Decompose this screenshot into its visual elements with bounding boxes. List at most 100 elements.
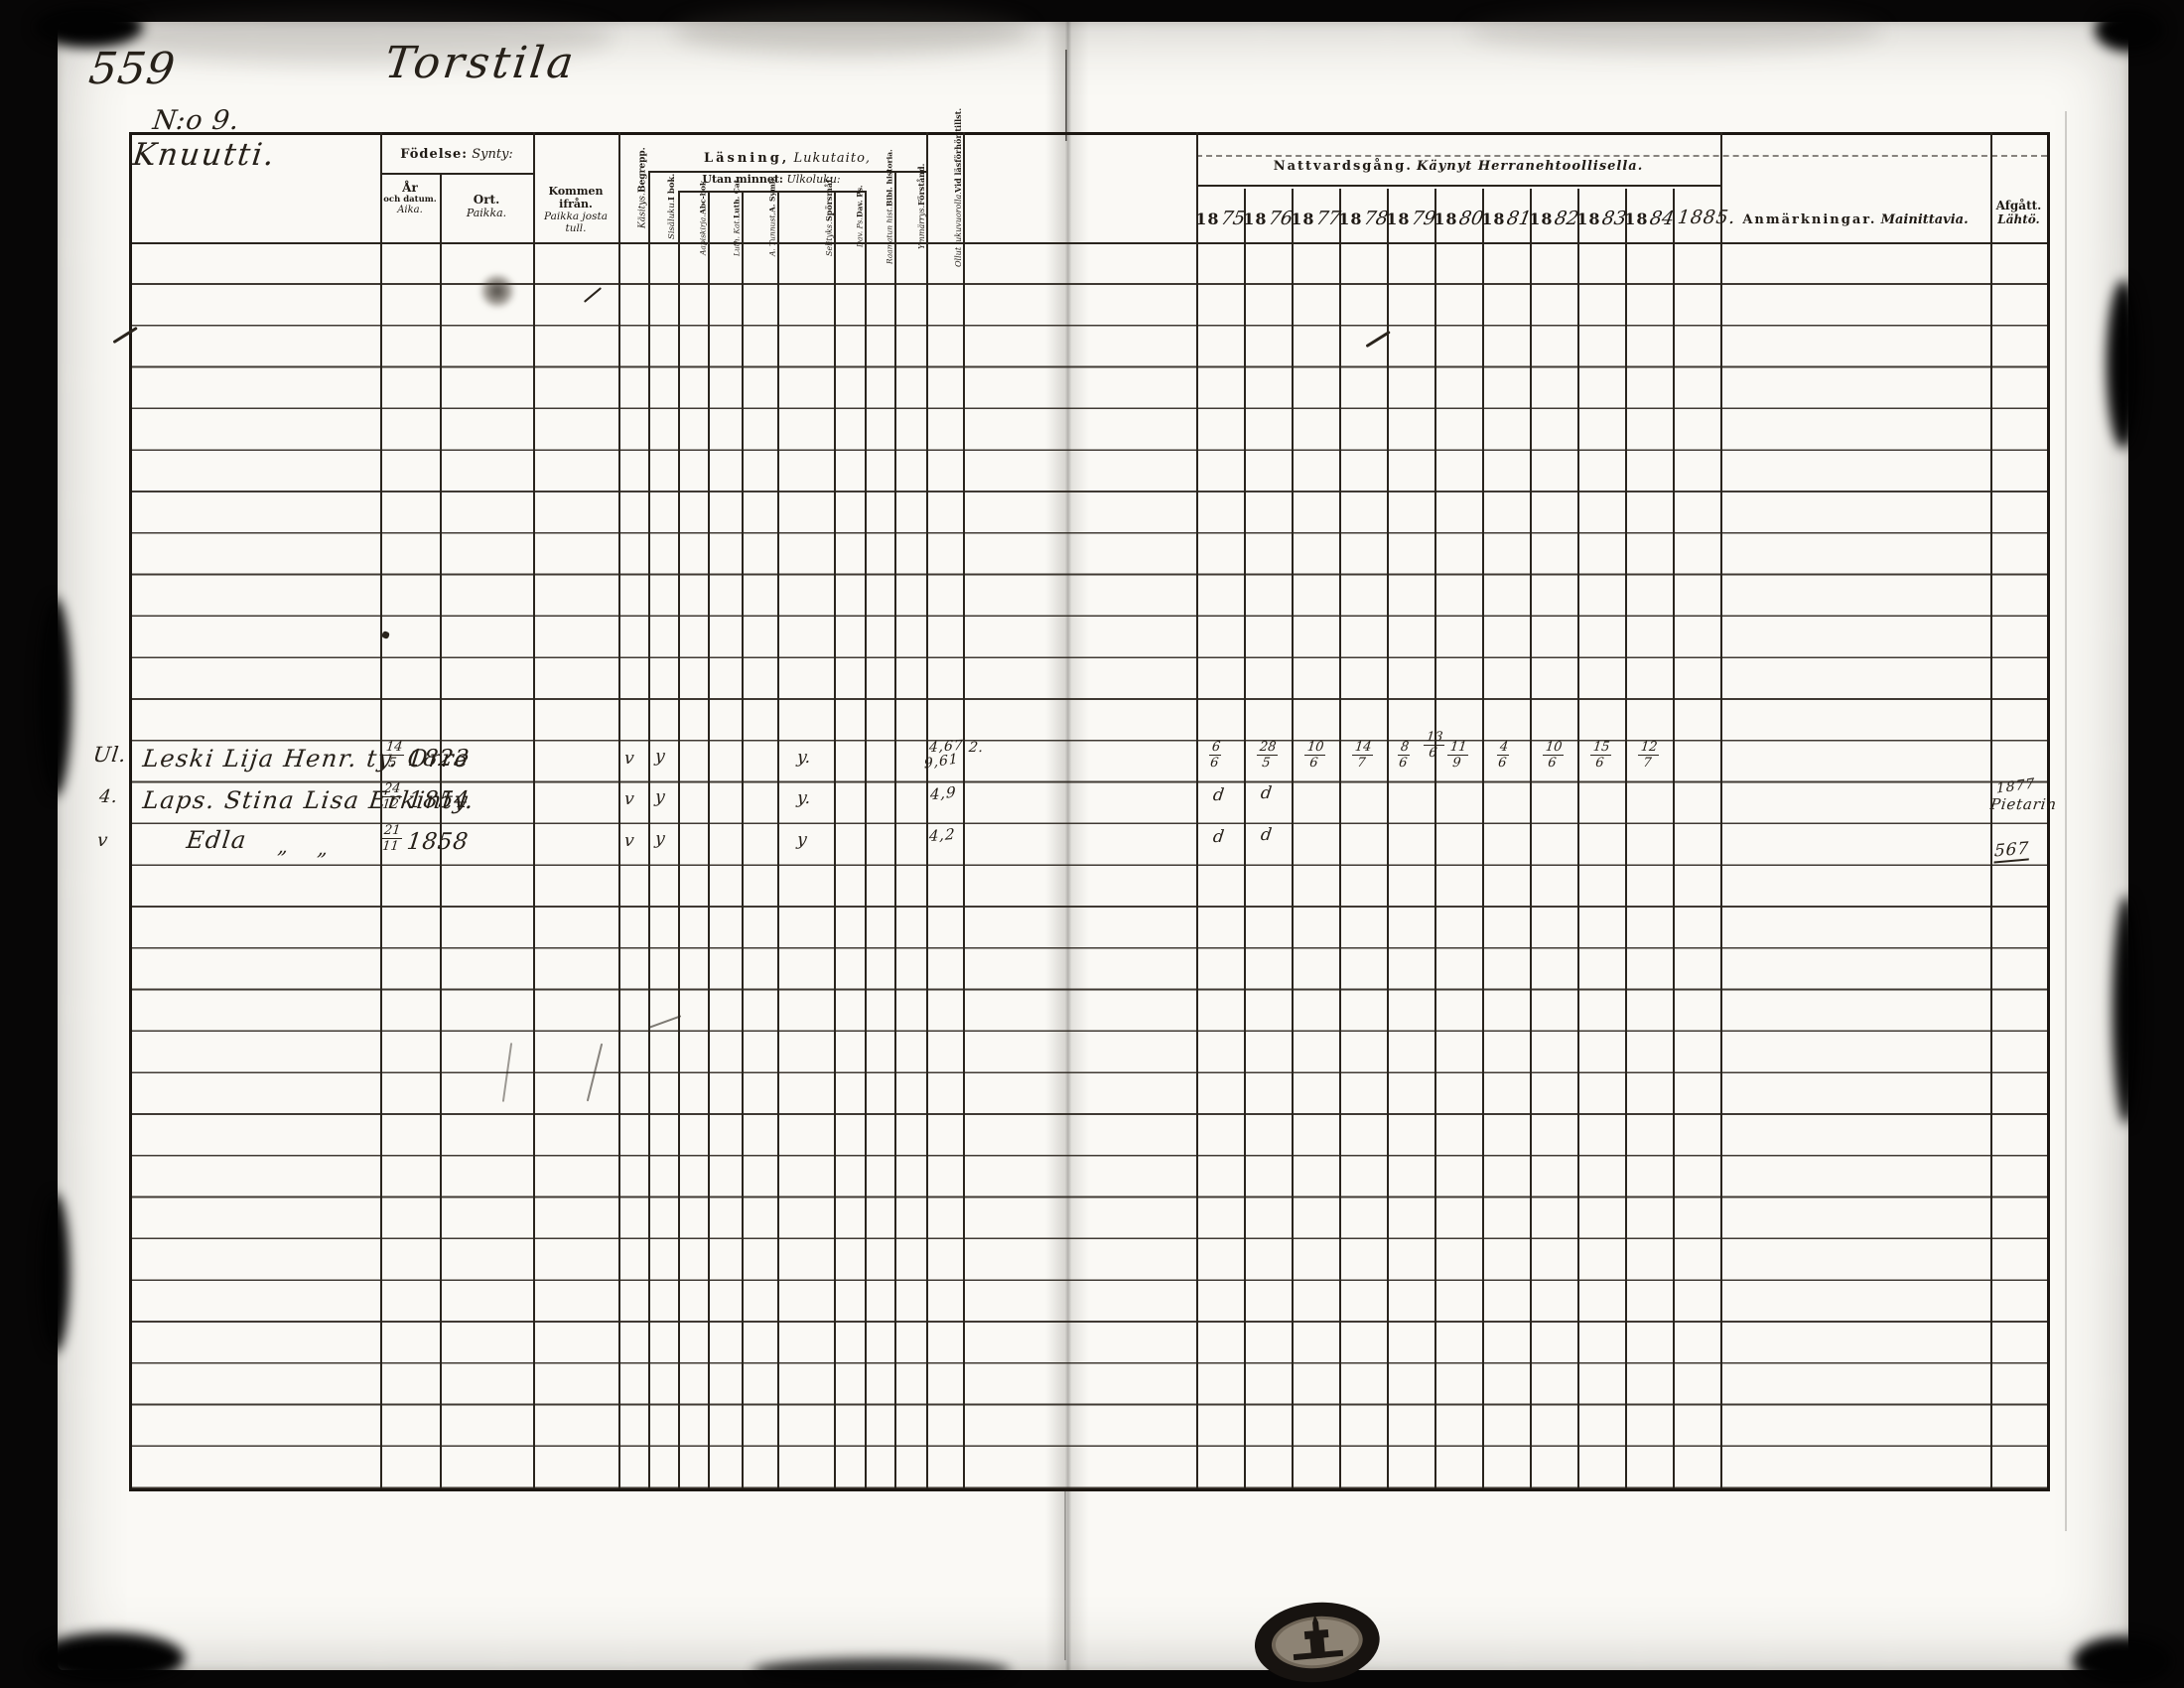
vcol-forstand: Ymmärrys. Förstånd.: [894, 164, 926, 249]
table-left-rule: [129, 132, 132, 1491]
birth-day: 21: [380, 823, 404, 839]
column-rule: [1196, 132, 1198, 1488]
page-fold-line: [1065, 50, 1067, 141]
entry-1-birth-year: 1823: [406, 746, 472, 772]
vcol-bibl-historia-fi: Raamatun hist.: [885, 206, 894, 264]
column-rule: [742, 191, 744, 1488]
entry-3-communion-mark-1875: d: [1211, 827, 1226, 847]
communion-month: 6: [1547, 756, 1558, 771]
birth-date-l3: Aika.: [397, 205, 423, 215]
vcol-i-bok-fi: Sisäluku.: [667, 200, 678, 240]
communion-day: 28: [1256, 740, 1280, 756]
communion-group-rule: [1196, 185, 1720, 187]
vcol-i-bok: Sisäluku. I bok.: [648, 173, 678, 240]
entry-3-name: Edla: [185, 826, 249, 854]
year-header-1880: 18 80: [1433, 201, 1484, 236]
came-from-l1: Kommen ifrån.: [548, 185, 604, 211]
table-bottom-rule: [129, 1488, 2047, 1491]
scan-edge-blob: [2095, 8, 2164, 52]
communion-month: 5: [1261, 756, 1272, 771]
byheart-group-header: Utan minnet: Ulkoluku:: [678, 173, 865, 186]
communion-day: 11: [1446, 740, 1470, 756]
birth-place-sv: Ort.: [473, 193, 500, 207]
year-header-1878: 18 78: [1338, 201, 1389, 236]
communion-month: 6: [1209, 756, 1220, 771]
birth-day: 24: [380, 781, 404, 797]
remarks-label-fi: Mainittavia.: [1880, 212, 1969, 227]
communion-month: 6: [1308, 756, 1319, 771]
entry-1-note: 2.: [968, 740, 985, 756]
birth-date-l2: och datum.: [383, 195, 437, 205]
entry-3-departed-page: 567: [1993, 838, 2030, 864]
vcol-begrepp: Käsitys. Begrepp.: [618, 135, 648, 240]
year-column-rule: [1482, 189, 1484, 1488]
year-header-1881: 18 81: [1481, 201, 1532, 236]
column-rule: [440, 173, 442, 1488]
byheart-group-rule: [678, 191, 865, 193]
entry-1-margin-mark: Ul.: [91, 743, 128, 767]
communion-month: 6: [1428, 746, 1438, 761]
year-column-rule: [1244, 189, 1246, 1488]
entry-2-mark-sporsmal: y.: [795, 788, 813, 808]
communion-day: 12: [1637, 740, 1661, 756]
entry-1-communion-1883: 15 6: [1588, 740, 1613, 771]
communion-month: 7: [1642, 756, 1653, 771]
birth-date-column-header: År och datum. Aika.: [380, 181, 440, 215]
column-rule: [1720, 132, 1722, 1488]
entry-1-communion-1884: 12 7: [1636, 740, 1661, 771]
vcol-dav-ps-fi: Dav. Ps.: [855, 217, 865, 248]
came-from-l2: Paikka josta: [544, 211, 608, 222]
entry-1-communion-1878: 14 7: [1350, 740, 1375, 771]
byheart-label-fi: Ulkoluku:: [786, 173, 841, 186]
year-column-rule: [1625, 189, 1627, 1488]
communion-month: 6: [1497, 756, 1508, 771]
reading-label-sv: Läsning,: [703, 151, 790, 166]
departed-column-header: Afgått. Lähtö.: [1990, 199, 2047, 226]
year-printed: 18: [1481, 209, 1506, 228]
page-edge-line: [2065, 111, 2067, 1531]
communion-label-fi: Käynyt Herranehtoollisella.: [1417, 159, 1644, 174]
entry-1-communion-1879-extra: 13 6: [1422, 730, 1446, 761]
birth-group-header: Födelse: Synty:: [380, 147, 533, 162]
communion-label-sv: Nattvardsgång.: [1273, 159, 1413, 174]
year-column-rule: [1434, 189, 1436, 1488]
vcol-vid-lasforhor-fi: Ollut lukuvuorolla.: [953, 192, 963, 268]
year-column-rule: [1673, 189, 1675, 1488]
entry-2-exam-grade: 4,9: [929, 782, 957, 804]
communion-group-header: Nattvardsgång. Käynyt Herranehtoollisell…: [1196, 159, 1720, 174]
paper-sheet: 559 Torstila N:o 9. Knuutti.: [34, 6, 2172, 1686]
vcol-bibl-historia: Raamatun hist. Bibl. historia.: [865, 149, 894, 264]
vcol-begrepp-sv: Begrepp.: [637, 147, 648, 194]
vcol-a-symb-fi: A. Tunnust,: [767, 212, 777, 257]
vcol-luth-cat-fi: Luth. Kat.: [732, 217, 742, 256]
column-rule: [926, 132, 928, 1488]
entry-1-communion-1882: 10 6: [1541, 740, 1566, 771]
entry-3-birth-year: 1858: [405, 829, 471, 855]
vcol-abc-bok-fi: Aapiskirja.: [698, 214, 708, 255]
column-rule: [894, 171, 896, 1488]
year-printed: 18: [1576, 209, 1601, 228]
entry-2-birth-date: 24 12: [379, 781, 404, 812]
scan-edge-blob: [40, 1194, 69, 1352]
vcol-sporsmal: Selityks. Spörsmål.: [777, 177, 834, 255]
vcol-forstand-sv: Förstånd.: [915, 163, 926, 207]
entry-2-communion-mark-1875: d: [1211, 785, 1226, 805]
birth-day: 14: [382, 740, 406, 756]
birth-label-fi: Synty:: [472, 147, 513, 162]
reading-group-rule: [648, 171, 926, 173]
communion-day: 15: [1589, 740, 1613, 756]
communion-day: 14: [1351, 740, 1375, 756]
vcol-luth-cat-sv: Luth. Cat.: [732, 177, 742, 218]
reading-group-header: Läsning, Lukutaito,: [648, 151, 926, 166]
communion-month: 6: [1594, 756, 1605, 771]
entry-1-communion-1880: 11 9: [1445, 740, 1470, 771]
vcol-abc-bok-sv: Abc-bok.: [698, 178, 708, 215]
vcol-begrepp-fi: Käsitys.: [637, 193, 648, 228]
communion-top-dashed-rule: [1196, 155, 2047, 157]
vcol-luth-cat: Luth. Kat. Luth. Cat.: [708, 177, 742, 256]
came-from-column-header: Kommen ifrån. Paikka josta tull.: [533, 185, 618, 234]
column-rule: [708, 191, 710, 1488]
vcol-forstand-fi: Ymmärrys.: [916, 206, 926, 250]
column-rule: [1990, 132, 1992, 1488]
